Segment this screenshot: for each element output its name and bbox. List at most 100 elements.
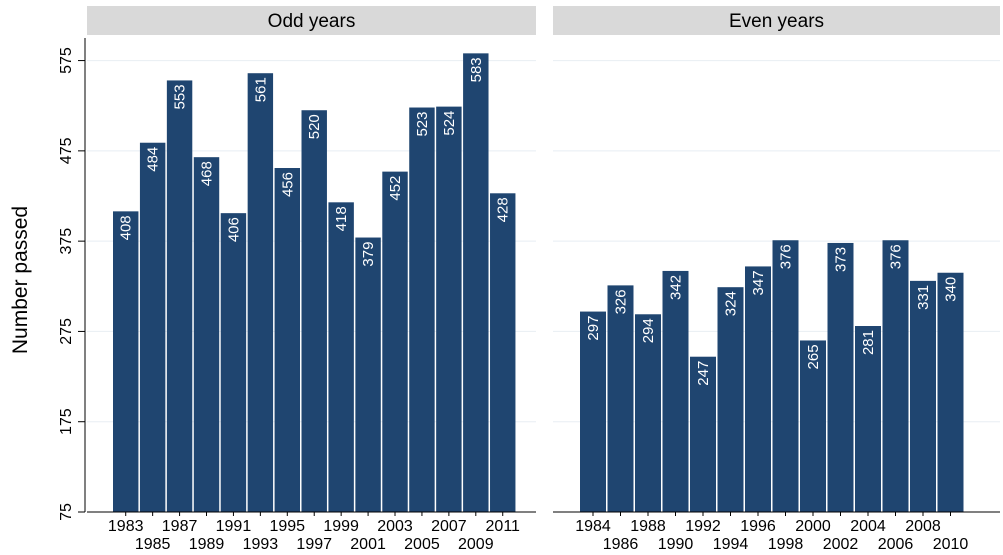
bar xyxy=(490,193,516,512)
x-tick-label: 2005 xyxy=(404,536,440,553)
bar xyxy=(274,168,301,513)
x-tick-label: 2007 xyxy=(431,518,467,535)
bar-value-label: 331 xyxy=(915,285,932,310)
x-tick-label: 2011 xyxy=(486,518,521,535)
panel-strip xyxy=(553,6,1000,35)
bar xyxy=(607,285,634,512)
bar xyxy=(193,157,220,513)
x-tick-label: 1991 xyxy=(216,518,252,535)
bar xyxy=(662,270,689,512)
x-tick-label: 2000 xyxy=(795,518,831,535)
bar xyxy=(827,242,854,512)
bar-value-label: 583 xyxy=(468,57,485,82)
bar xyxy=(937,272,964,512)
x-tick-label: 2009 xyxy=(458,536,494,553)
x-tick-label: 1995 xyxy=(269,518,305,535)
bar-value-label: 376 xyxy=(888,244,905,269)
bar xyxy=(882,240,909,513)
bar-value-label: 520 xyxy=(306,114,323,139)
y-tick-label: 275 xyxy=(58,318,75,345)
bar xyxy=(635,314,661,512)
y-axis-label: Number passed xyxy=(9,206,32,354)
x-tick-label: 1986 xyxy=(603,536,639,553)
bar xyxy=(910,280,936,512)
x-tick-label: 2004 xyxy=(850,518,886,535)
bar-value-label: 456 xyxy=(279,172,296,197)
bar-value-label: 484 xyxy=(145,147,162,172)
panel-title: Even years xyxy=(729,11,824,32)
bar-value-label: 281 xyxy=(860,330,877,355)
y-tick-label: 475 xyxy=(58,137,75,164)
bar-value-label: 406 xyxy=(225,217,242,242)
bar xyxy=(328,202,354,512)
x-tick-label: 1997 xyxy=(296,536,332,553)
x-tick-label: 1996 xyxy=(740,518,776,535)
bar-value-label: 326 xyxy=(613,289,630,314)
bar-value-label: 452 xyxy=(387,176,404,201)
bar-value-label: 524 xyxy=(441,111,458,136)
y-tick-label: 375 xyxy=(58,228,75,255)
bar-value-label: 247 xyxy=(695,361,712,386)
bar xyxy=(355,237,381,512)
bar xyxy=(745,266,771,512)
bar xyxy=(247,73,274,512)
bar-value-label: 428 xyxy=(495,197,512,222)
bar-value-label: 561 xyxy=(252,77,269,102)
bar-value-label: 408 xyxy=(118,215,135,240)
x-tick-label: 1984 xyxy=(575,518,611,535)
x-tick-label: 1987 xyxy=(162,518,198,535)
bar-value-label: 324 xyxy=(723,291,740,316)
x-tick-label: 1992 xyxy=(685,518,721,535)
bar xyxy=(166,80,193,512)
bar xyxy=(580,311,606,512)
bar xyxy=(436,106,462,513)
bar-value-label: 379 xyxy=(360,242,377,267)
bar-value-label: 376 xyxy=(778,244,795,269)
panel-title: Odd years xyxy=(268,11,356,32)
bar-value-label: 340 xyxy=(943,277,960,302)
bar-value-label: 553 xyxy=(172,84,189,109)
y-tick-label: 75 xyxy=(58,503,75,521)
x-tick-label: 1988 xyxy=(630,518,666,535)
x-tick-label: 2010 xyxy=(933,536,969,553)
x-tick-label: 2008 xyxy=(905,518,941,535)
bar-value-label: 418 xyxy=(333,206,350,231)
bar xyxy=(800,340,826,512)
bar xyxy=(772,240,799,513)
bar-value-label: 265 xyxy=(805,344,822,369)
panel-strip xyxy=(87,6,536,35)
x-tick-label: 1994 xyxy=(713,536,749,553)
bar-value-label: 294 xyxy=(640,318,657,343)
x-tick-label: 1983 xyxy=(108,518,144,535)
bar-value-label: 297 xyxy=(585,316,602,341)
bar xyxy=(220,213,247,512)
x-tick-label: 1999 xyxy=(323,518,359,535)
x-tick-label: 2006 xyxy=(878,536,914,553)
y-tick-label: 175 xyxy=(58,408,75,435)
x-tick-label: 1998 xyxy=(768,536,804,553)
bar xyxy=(690,356,716,512)
bar xyxy=(717,287,744,512)
x-tick-label: 2002 xyxy=(823,536,859,553)
bar xyxy=(855,326,881,512)
bar xyxy=(113,211,139,512)
bar-value-label: 342 xyxy=(668,275,685,300)
bar-value-label: 347 xyxy=(750,270,767,295)
bar-value-label: 523 xyxy=(414,112,431,137)
y-tick-label: 575 xyxy=(58,47,75,74)
bar-value-label: 373 xyxy=(833,247,850,272)
x-tick-label: 1989 xyxy=(189,536,225,553)
bar-value-label: 468 xyxy=(199,161,216,186)
x-tick-label: 1990 xyxy=(658,536,694,553)
x-tick-label: 1985 xyxy=(135,536,171,553)
x-tick-label: 1993 xyxy=(243,536,279,553)
bar xyxy=(409,107,435,513)
bar xyxy=(382,171,408,512)
bar xyxy=(463,53,489,512)
x-tick-label: 2001 xyxy=(350,536,386,553)
x-tick-label: 2003 xyxy=(377,518,413,535)
bar xyxy=(301,110,327,512)
bar xyxy=(139,142,166,512)
